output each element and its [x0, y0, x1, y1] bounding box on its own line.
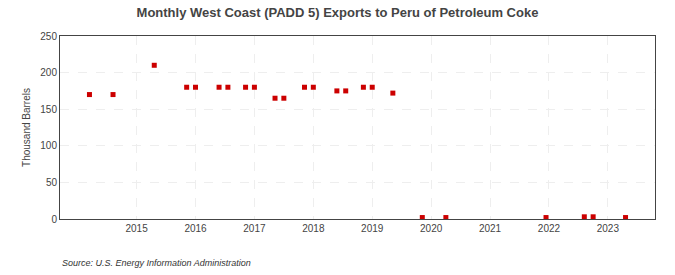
svg-text:250: 250	[40, 31, 57, 42]
svg-text:150: 150	[40, 104, 57, 115]
svg-text:2022: 2022	[538, 223, 561, 234]
svg-text:2016: 2016	[184, 223, 207, 234]
svg-text:2018: 2018	[302, 223, 325, 234]
svg-text:2020: 2020	[420, 223, 443, 234]
svg-text:2019: 2019	[361, 223, 384, 234]
svg-text:2015: 2015	[125, 223, 148, 234]
svg-text:200: 200	[40, 67, 57, 78]
svg-text:2021: 2021	[479, 223, 502, 234]
svg-text:Source: U.S. Energy Informatio: Source: U.S. Energy Information Administ…	[62, 258, 251, 268]
svg-text:Monthly West Coast (PADD 5) Ex: Monthly West Coast (PADD 5) Exports to P…	[137, 5, 539, 20]
svg-text:2017: 2017	[243, 223, 266, 234]
svg-text:0: 0	[51, 214, 57, 225]
svg-text:50: 50	[46, 177, 58, 188]
svg-text:Thousand Barrels: Thousand Barrels	[21, 88, 32, 167]
svg-text:100: 100	[40, 140, 57, 151]
svg-text:2023: 2023	[597, 223, 620, 234]
